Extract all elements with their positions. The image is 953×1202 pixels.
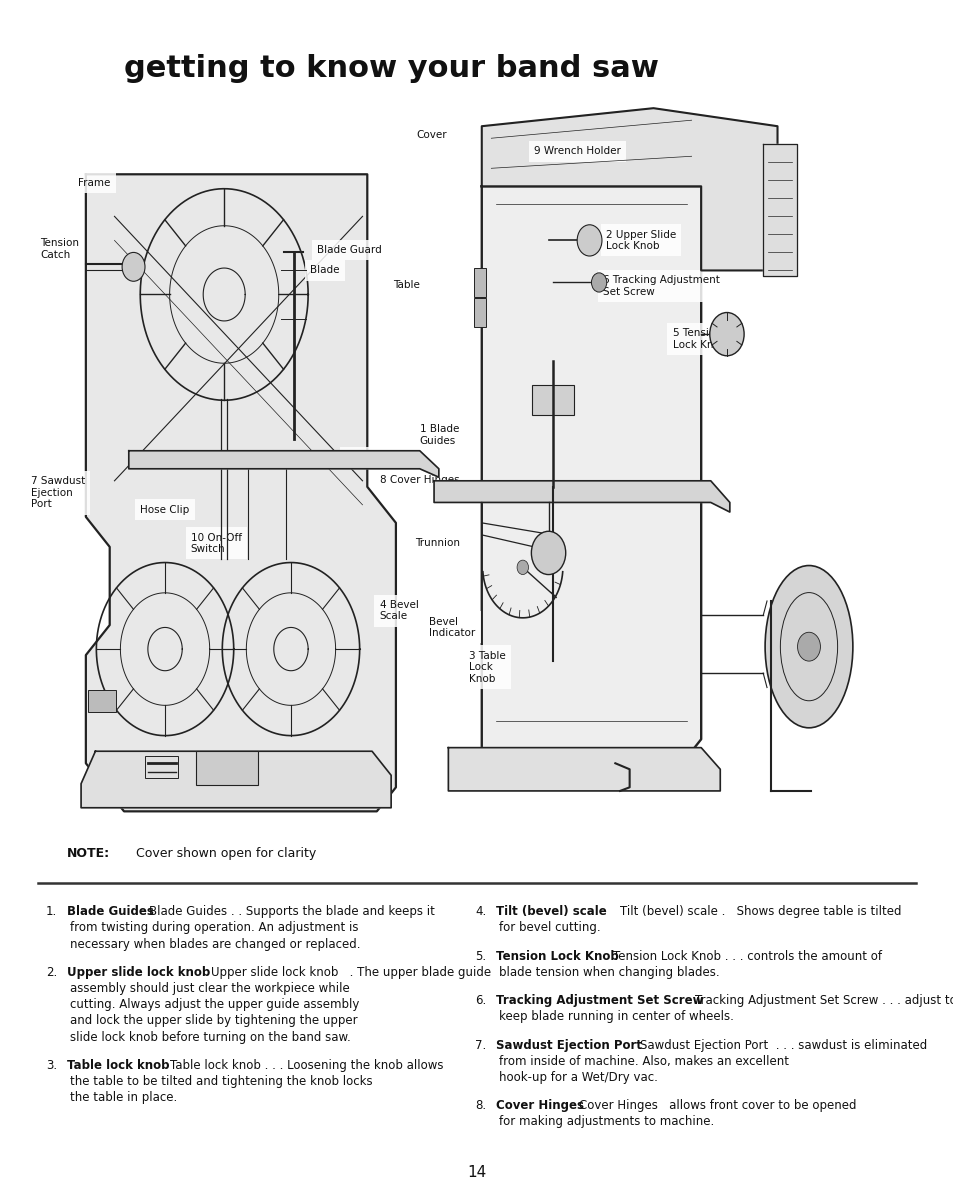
Text: for bevel cutting.: for bevel cutting. bbox=[498, 921, 600, 934]
Text: Cover Hinges: Cover Hinges bbox=[496, 1099, 583, 1112]
Circle shape bbox=[577, 225, 601, 256]
Text: the table to be tilted and tightening the knob locks: the table to be tilted and tightening th… bbox=[70, 1075, 372, 1088]
Text: and lock the upper slide by tightening the upper: and lock the upper slide by tightening t… bbox=[70, 1014, 356, 1028]
Text: Frame: Frame bbox=[78, 178, 111, 188]
Text: 6 Tracking Adjustment
Set Screw: 6 Tracking Adjustment Set Screw bbox=[602, 275, 720, 297]
Polygon shape bbox=[434, 481, 729, 512]
Text: 8.: 8. bbox=[475, 1099, 486, 1112]
Polygon shape bbox=[762, 144, 796, 276]
Text: Tilt (bevel) scale: Tilt (bevel) scale bbox=[496, 905, 606, 918]
Text: hook-up for a Wet/Dry vac.: hook-up for a Wet/Dry vac. bbox=[498, 1071, 658, 1084]
Text: Blade Guides . . Supports the blade and keeps it: Blade Guides . . Supports the blade and … bbox=[149, 905, 435, 918]
Text: for making adjustments to machine.: for making adjustments to machine. bbox=[498, 1115, 714, 1129]
Text: 3.: 3. bbox=[46, 1059, 57, 1072]
Bar bbox=[474, 298, 485, 327]
Text: Base: Base bbox=[345, 452, 371, 462]
Text: from twisting during operation. An adjustment is: from twisting during operation. An adjus… bbox=[70, 921, 357, 934]
Text: Tension Lock Knob: Tension Lock Knob bbox=[496, 950, 618, 963]
Bar bbox=[145, 756, 178, 778]
Polygon shape bbox=[448, 748, 720, 791]
Polygon shape bbox=[81, 751, 391, 808]
Text: 6.: 6. bbox=[475, 994, 486, 1007]
Text: Tension Lock Knob . . . controls the amount of: Tension Lock Knob . . . controls the amo… bbox=[612, 950, 881, 963]
Text: 1.: 1. bbox=[46, 905, 57, 918]
Text: getting to know your band saw: getting to know your band saw bbox=[124, 54, 659, 83]
Text: 4.: 4. bbox=[475, 905, 486, 918]
Text: Trunnion: Trunnion bbox=[415, 538, 459, 548]
Bar bbox=[195, 751, 257, 785]
Polygon shape bbox=[481, 108, 777, 270]
Bar bbox=[532, 385, 574, 415]
Text: blade tension when changing blades.: blade tension when changing blades. bbox=[498, 966, 719, 978]
Ellipse shape bbox=[764, 565, 852, 727]
Circle shape bbox=[709, 313, 743, 356]
Text: 2.: 2. bbox=[46, 966, 57, 978]
Text: NOTE:: NOTE: bbox=[67, 847, 110, 861]
Text: Table: Table bbox=[393, 280, 419, 290]
Text: Cover: Cover bbox=[416, 130, 446, 139]
Text: 7.: 7. bbox=[475, 1039, 486, 1052]
Text: slide lock knob before turning on the band saw.: slide lock knob before turning on the ba… bbox=[70, 1030, 350, 1043]
Text: Table lock knob: Table lock knob bbox=[67, 1059, 169, 1072]
Text: Blade Guard: Blade Guard bbox=[316, 245, 381, 255]
Text: 14: 14 bbox=[467, 1166, 486, 1180]
Text: Sawdust Ejection Port  . . . sawdust is eliminated: Sawdust Ejection Port . . . sawdust is e… bbox=[639, 1039, 926, 1052]
Text: Upper slide lock knob: Upper slide lock knob bbox=[67, 966, 210, 978]
Text: Tilt (bevel) scale .   Shows degree table is tilted: Tilt (bevel) scale . Shows degree table … bbox=[619, 905, 901, 918]
Text: 3 Table
Lock
Knob: 3 Table Lock Knob bbox=[469, 650, 506, 684]
Polygon shape bbox=[481, 186, 700, 763]
Text: Table lock knob . . . Loosening the knob allows: Table lock knob . . . Loosening the knob… bbox=[170, 1059, 443, 1072]
Circle shape bbox=[517, 560, 528, 575]
Text: 7 Sawdust
Ejection
Port: 7 Sawdust Ejection Port bbox=[30, 476, 85, 510]
Text: Blade: Blade bbox=[310, 266, 339, 275]
Text: 8 Cover Hinges: 8 Cover Hinges bbox=[379, 475, 458, 484]
Circle shape bbox=[591, 273, 606, 292]
Text: from inside of machine. Also, makes an excellent: from inside of machine. Also, makes an e… bbox=[498, 1055, 788, 1067]
Text: 1 Blade
Guides: 1 Blade Guides bbox=[419, 424, 458, 446]
Text: Tension
Catch: Tension Catch bbox=[40, 238, 79, 260]
Text: Cover Hinges   allows front cover to be opened: Cover Hinges allows front cover to be op… bbox=[578, 1099, 855, 1112]
Text: keep blade running in center of wheels.: keep blade running in center of wheels. bbox=[498, 1010, 733, 1023]
Text: Blade Guides: Blade Guides bbox=[67, 905, 153, 918]
Bar bbox=[88, 690, 116, 712]
Text: 5 Tension
Lock Knob: 5 Tension Lock Knob bbox=[672, 328, 725, 350]
Text: 4 Bevel
Scale: 4 Bevel Scale bbox=[379, 600, 418, 621]
Polygon shape bbox=[86, 174, 395, 811]
Polygon shape bbox=[129, 451, 438, 477]
Text: 10 On-Off
Switch: 10 On-Off Switch bbox=[191, 532, 241, 554]
Text: Hose Clip: Hose Clip bbox=[140, 505, 190, 514]
Text: 9 Wrench Holder: 9 Wrench Holder bbox=[534, 147, 620, 156]
Text: Tracking Adjustment Set Screw: Tracking Adjustment Set Screw bbox=[496, 994, 703, 1007]
Text: the table in place.: the table in place. bbox=[70, 1091, 176, 1105]
Text: Cover shown open for clarity: Cover shown open for clarity bbox=[136, 847, 316, 861]
Text: Sawdust Ejection Port: Sawdust Ejection Port bbox=[496, 1039, 641, 1052]
Circle shape bbox=[122, 252, 145, 281]
Text: cutting. Always adjust the upper guide assembly: cutting. Always adjust the upper guide a… bbox=[70, 998, 358, 1011]
Text: assembly should just clear the workpiece while: assembly should just clear the workpiece… bbox=[70, 982, 349, 995]
Circle shape bbox=[531, 531, 565, 575]
Text: Upper slide lock knob   . The upper blade guide: Upper slide lock knob . The upper blade … bbox=[211, 966, 491, 978]
Text: necessary when blades are changed or replaced.: necessary when blades are changed or rep… bbox=[70, 938, 360, 951]
Text: Tracking Adjustment Set Screw . . . adjust to: Tracking Adjustment Set Screw . . . adju… bbox=[695, 994, 953, 1007]
Text: Bevel
Indicator: Bevel Indicator bbox=[429, 617, 475, 638]
Circle shape bbox=[797, 632, 820, 661]
Text: 2 Upper Slide
Lock Knob: 2 Upper Slide Lock Knob bbox=[605, 230, 676, 251]
Text: 5.: 5. bbox=[475, 950, 486, 963]
Bar bbox=[474, 268, 485, 297]
